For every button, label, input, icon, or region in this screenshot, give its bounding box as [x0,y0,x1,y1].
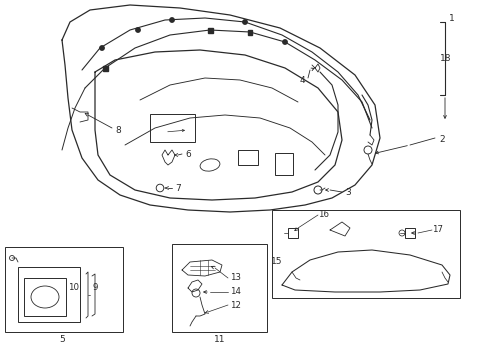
Text: 5: 5 [59,336,65,345]
Text: 6: 6 [185,149,190,158]
Text: 8: 8 [115,126,121,135]
Bar [274,153,292,175]
Text: 11: 11 [214,336,225,345]
Bar [24,278,66,316]
Text: 7: 7 [175,184,181,193]
Text: 17: 17 [431,225,443,234]
Bar [172,244,266,332]
Circle shape [169,18,174,22]
Bar [102,66,107,71]
Text: 18: 18 [439,54,451,63]
Bar [5,247,123,332]
Text: 15: 15 [271,257,282,266]
Bar [287,228,297,238]
Circle shape [100,46,104,50]
Text: 3: 3 [345,188,350,197]
Text: 14: 14 [230,288,241,297]
Text: 13: 13 [230,274,241,283]
Text: 12: 12 [230,301,241,310]
Bar [207,27,212,32]
Circle shape [282,40,286,44]
Circle shape [136,28,140,32]
Text: 10: 10 [68,284,80,292]
Text: 16: 16 [318,210,329,219]
Bar [271,210,459,298]
Bar [18,267,80,322]
Text: 9: 9 [92,284,98,292]
Bar [247,30,252,35]
Text: 2: 2 [438,135,444,144]
Bar [238,150,258,165]
Bar [404,228,414,238]
Text: 4: 4 [299,76,304,85]
Text: 1: 1 [448,14,454,23]
Bar [150,114,195,142]
Circle shape [243,20,247,24]
